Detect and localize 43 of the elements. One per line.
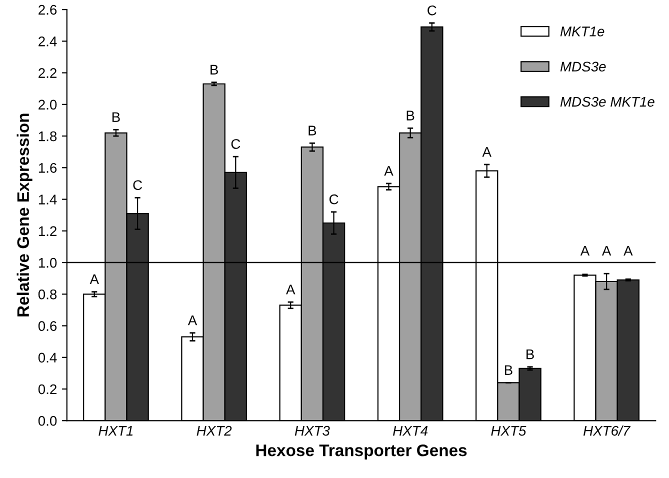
data-label: B [308, 126, 316, 136]
data-label: B [526, 350, 534, 360]
data-label: A [286, 284, 296, 294]
data-label: A [580, 246, 590, 256]
y-tick-label: 2.6 [38, 4, 57, 15]
y-tick-label: 1.2 [38, 226, 56, 236]
data-label: C [133, 180, 142, 190]
data-label: A [482, 147, 492, 157]
y-tick-label: 2.4 [38, 36, 57, 46]
legend-label: MKT1e [560, 26, 604, 36]
data-label: A [602, 246, 612, 256]
data-label: A [384, 166, 394, 176]
y-tick-label: 2.0 [38, 100, 57, 110]
y-tick-label: 0.4 [38, 352, 57, 363]
data-label: A [624, 246, 633, 256]
data-label: B [504, 365, 512, 375]
y-tick-label: 2.2 [38, 68, 56, 78]
data-label: B [112, 112, 120, 122]
x-tick-label: HXT3 [294, 426, 330, 436]
data-label: B [210, 64, 218, 74]
data-label: C [329, 194, 338, 204]
y-tick-label: 1.6 [38, 163, 57, 173]
legend-label: MDS3e MKT1e [560, 96, 654, 107]
y-tick-label: 1.4 [38, 194, 57, 204]
x-tick-label: HXT5 [491, 426, 526, 436]
legend-label: MDS3e [560, 62, 606, 72]
x-axis-title: Hexose Transporter Genes [256, 444, 467, 460]
x-tick-label: HXT4 [392, 426, 428, 436]
y-tick-label: 0.2 [38, 384, 56, 394]
y-axis-title: Relative Gene Expression [16, 114, 32, 316]
data-label: C [428, 5, 436, 16]
y-tick-label: 1.8 [38, 131, 57, 142]
y-tick-label: 1.0 [38, 258, 57, 268]
data-label: C [231, 139, 240, 149]
y-tick-label: 0.0 [38, 416, 57, 426]
data-label: A [90, 274, 99, 284]
data-label: A [188, 316, 198, 326]
y-tick-label: 0.8 [38, 289, 57, 300]
x-tick-label: HXT6/7 [583, 426, 631, 436]
y-tick-label: 0.6 [38, 321, 57, 331]
data-label: B [406, 110, 414, 120]
x-tick-label: HXT1 [98, 426, 133, 436]
x-tick-label: HXT2 [196, 426, 232, 436]
